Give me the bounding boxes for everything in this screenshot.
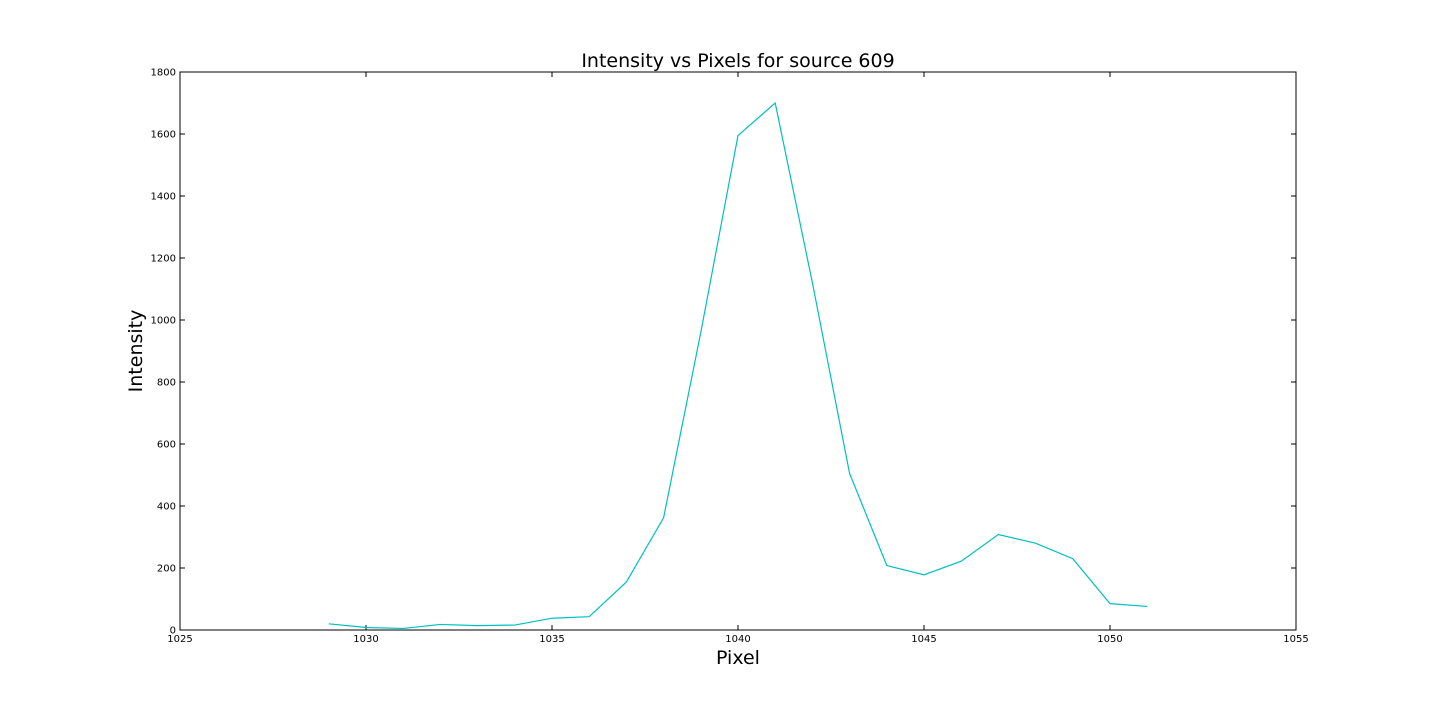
y-tick-label: 400	[157, 502, 176, 513]
plot-frame	[179, 71, 1297, 631]
y-tick-label: 800	[157, 378, 176, 389]
x-tick-label: 1045	[911, 634, 936, 645]
x-tick-label: 1035	[539, 634, 564, 645]
y-axis-title: Intensity	[125, 310, 147, 393]
x-axis: 1025 1030 1035 1040 1045 1050 1055	[167, 72, 1309, 645]
y-tick-label: 0	[170, 626, 176, 637]
y-tick-label: 1400	[151, 192, 176, 203]
x-tick-label: 1025	[167, 634, 192, 645]
y-axis: 0 200 400 600 800 1000 1200 1400 1600 1800	[151, 68, 1296, 637]
x-axis-title: Pixel	[716, 647, 760, 669]
y-tick-label: 200	[157, 564, 176, 575]
series-line	[328, 101, 1148, 630]
chart-title: Intensity vs Pixels for source 609	[581, 50, 894, 72]
x-tick-label: 1040	[725, 634, 750, 645]
y-tick-label: 1800	[151, 68, 176, 79]
plot-area: 1025 1030 1035 1040 1045 1050 1055 0 200 400 600 8…	[151, 68, 1309, 646]
y-tick-label: 1000	[151, 316, 176, 327]
y-tick-label: 1200	[151, 254, 176, 265]
x-tick-label: 1055	[1283, 634, 1308, 645]
y-tick-label: 1600	[151, 130, 176, 141]
x-tick-label: 1050	[1097, 634, 1122, 645]
series-layer	[328, 101, 1148, 630]
y-tick-label: 600	[157, 440, 176, 451]
x-tick-label: 1030	[353, 634, 378, 645]
